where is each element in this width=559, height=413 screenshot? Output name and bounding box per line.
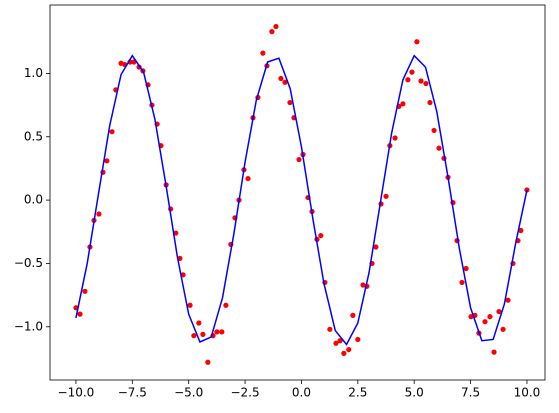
data-point	[219, 329, 225, 335]
data-point	[463, 265, 469, 272]
y-tick-label: 0.0	[24, 193, 43, 207]
data-point	[187, 302, 193, 308]
x-tick-label: 2.5	[348, 386, 367, 400]
plot-frame	[49, 4, 546, 381]
data-point	[282, 79, 288, 85]
data-point	[383, 193, 389, 199]
data-point	[423, 80, 429, 87]
data-point	[459, 279, 465, 286]
data-point	[245, 175, 251, 182]
data-point	[355, 336, 361, 343]
data-point	[205, 359, 211, 365]
data-point	[77, 311, 83, 317]
data-point	[350, 312, 356, 318]
data-point	[287, 99, 293, 106]
data-point	[409, 69, 415, 75]
data-point	[200, 331, 206, 337]
data-point	[400, 101, 406, 107]
data-point	[427, 99, 433, 106]
data-point	[496, 308, 502, 315]
data-point	[341, 350, 347, 356]
y-tick-label: 1.0	[24, 66, 43, 80]
data-point	[431, 127, 437, 134]
data-point	[373, 244, 379, 250]
data-point	[82, 288, 88, 294]
x-tick-label: −10.0	[58, 386, 95, 400]
data-point	[337, 338, 343, 344]
data-point	[346, 346, 352, 353]
y-tick-label: −0.5	[14, 256, 43, 270]
data-point	[487, 314, 493, 320]
x-tick-label: 0.0	[292, 386, 311, 400]
x-tick-label: 7.5	[461, 386, 480, 400]
data-point	[191, 333, 197, 339]
data-point	[296, 156, 302, 163]
data-point	[505, 297, 511, 303]
data-point	[273, 23, 279, 30]
data-point	[223, 302, 229, 308]
y-tick-label: −1.0	[14, 319, 43, 333]
data-point	[269, 29, 275, 35]
fit-line	[75, 54, 528, 346]
data-point	[96, 211, 102, 217]
data-point	[491, 349, 497, 355]
data-point	[278, 75, 284, 82]
data-point	[109, 129, 115, 135]
x-tick-label: 10.0	[514, 386, 541, 400]
data-point	[214, 329, 220, 335]
y-tick-label: 0.5	[24, 129, 43, 143]
data-point	[327, 326, 333, 332]
data-point	[418, 78, 424, 84]
data-point	[414, 39, 420, 45]
x-tick-label: −2.5	[230, 386, 259, 400]
data-point	[104, 158, 110, 164]
data-point	[196, 320, 202, 326]
data-point	[518, 227, 524, 234]
data-point	[500, 326, 506, 332]
data-point	[392, 135, 398, 141]
x-tick-label: 5.0	[405, 386, 424, 400]
data-point	[436, 145, 442, 151]
data-point	[482, 319, 488, 325]
data-point	[260, 50, 266, 56]
data-point	[318, 232, 324, 239]
data-point	[333, 340, 339, 346]
x-tick-label: −5.0	[174, 386, 203, 400]
x-tick-label: −7.5	[118, 386, 147, 400]
data-point	[405, 77, 411, 83]
